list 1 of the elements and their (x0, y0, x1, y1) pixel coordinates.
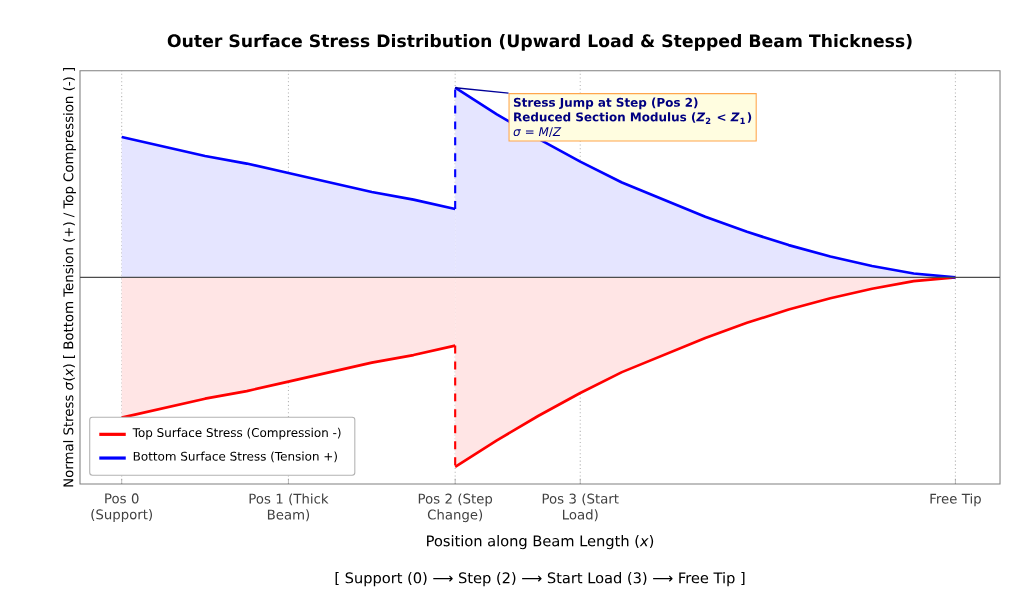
chart-title: Outer Surface Stress Distribution (Upward Load & Stepped Beam Thickness) (167, 33, 912, 51)
